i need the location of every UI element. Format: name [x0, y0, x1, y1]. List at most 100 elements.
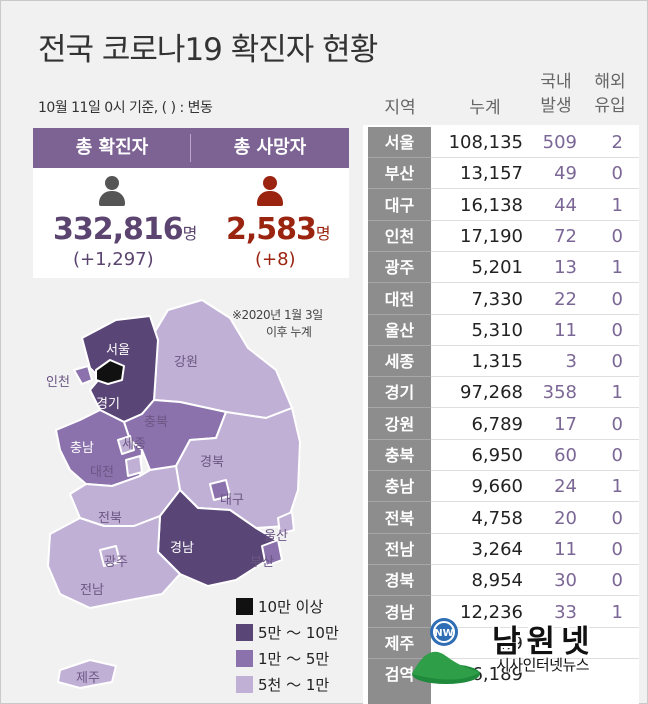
legend-label: 10만 이상	[258, 598, 324, 616]
row-divider	[431, 438, 639, 440]
deaths-change: (+8)	[255, 249, 296, 270]
table-row: 검역 6,189	[363, 659, 639, 690]
map-label-daejeon: 대전	[90, 465, 114, 480]
map-label-gyeonggi: 경기	[96, 397, 120, 412]
logo-tagline: 시사인터넷뉴스	[496, 656, 590, 674]
region-cell: 경기	[384, 383, 415, 403]
region-cell: 세종	[384, 352, 415, 372]
row-divider	[431, 376, 639, 378]
row-divider	[431, 344, 639, 346]
region-seoul	[95, 359, 125, 385]
total-cell: 8,954	[471, 570, 523, 592]
map-label-incheon: 인천	[46, 375, 70, 390]
confirmed-total: 332,816명	[53, 212, 197, 247]
deaths-total: 2,583명	[226, 212, 331, 247]
map-label-chungnam: 충남	[70, 441, 94, 456]
row-divider	[431, 219, 639, 221]
total-cell: 2,9	[494, 632, 523, 654]
row-divider	[431, 470, 639, 471]
total-cell: 13,157	[460, 163, 523, 185]
region-cell: 충남	[384, 477, 415, 497]
row-divider	[431, 563, 639, 565]
overseas-cell: 0	[611, 445, 623, 466]
region-sejong	[117, 435, 135, 455]
domestic-cell: 11	[554, 538, 577, 560]
domestic-cell: 60	[554, 445, 577, 466]
domestic-cell: 20	[554, 507, 577, 529]
region-divider	[368, 563, 431, 565]
region-column	[368, 127, 431, 704]
korea-map: 서울 경기 강원 충북 충남 세종 대전 경북 대구 전북 경남 광주 전남 제…	[46, 299, 301, 689]
overseas-cell: 0	[611, 319, 623, 341]
overseas-cell: 0	[611, 507, 623, 529]
region-divider	[368, 626, 431, 628]
map-label-sejong: 세종	[122, 437, 146, 452]
total-cell: 12,236	[460, 601, 523, 623]
region-divider	[368, 219, 431, 221]
region-divider	[368, 532, 431, 534]
table-row: 서울 108,135 509 2	[363, 127, 639, 158]
region-cell: 전남	[384, 539, 415, 559]
total-cell: 97,268	[460, 382, 523, 404]
person-icon	[97, 176, 127, 210]
table-row: 광주 5,201 13 1	[363, 252, 639, 284]
col-header-region: 지역	[384, 98, 416, 118]
total-cell: 5,201	[471, 257, 523, 279]
domestic-cell: 3	[565, 351, 577, 373]
region-gangwon	[149, 299, 293, 419]
cumulative-note: ※2020년 1월 3일 이후 누계	[232, 308, 323, 339]
row-divider	[431, 626, 639, 628]
map-label-jeonnam: 전남	[80, 583, 104, 598]
region-divider	[368, 188, 431, 190]
table-row: 충북 6,950 60 0	[363, 440, 639, 471]
region-divider	[368, 282, 431, 284]
person-icon	[255, 176, 285, 210]
domestic-cell: 49	[554, 163, 577, 185]
row-divider	[431, 157, 639, 158]
table-row: 강원 6,789 17 0	[363, 409, 639, 440]
table-row: 인천 17,190 72 0	[363, 221, 639, 252]
domestic-cell: 358	[542, 382, 577, 404]
col-header-total: 누계	[469, 98, 501, 118]
region-busan	[261, 539, 283, 567]
region-cell: 인천	[384, 226, 415, 246]
header-divider	[190, 134, 191, 162]
domestic-cell: 72	[554, 225, 577, 247]
region-cell: 서울	[384, 133, 415, 152]
legend-swatch	[236, 598, 253, 615]
map-label-seoul: 서울	[106, 343, 130, 358]
table-row: 울산 5,310 11 0	[363, 315, 639, 346]
map-label-jeju: 제주	[76, 671, 100, 686]
region-divider	[368, 344, 431, 346]
row-divider	[431, 501, 639, 503]
basis-note: 10월 11일 0시 기준, ( ) : 변동	[38, 100, 213, 116]
total-cell: 6,189	[471, 664, 523, 686]
total-cell: 108,135	[448, 132, 523, 153]
region-cell: 경남	[384, 602, 415, 622]
total-cell: 16,138	[460, 194, 523, 216]
page-title: 전국 코로나19 확진자 현황	[38, 32, 378, 68]
table-row: 충남 9,660 24 1	[363, 471, 639, 503]
region-cell: 대구	[384, 195, 415, 215]
domestic-cell: 30	[554, 570, 577, 592]
map-label-daegu: 대구	[220, 493, 244, 508]
col-header-domestic: 국내 발생	[540, 72, 572, 116]
summary-card: 총 확진자 총 사망자 332,816명 (+1,297) 2,583명 (+8…	[33, 128, 349, 278]
summary-header: 총 확진자 총 사망자	[33, 128, 349, 168]
legend-item: 5만 ～ 10만	[236, 620, 356, 642]
region-cell: 전북	[384, 508, 415, 528]
overseas-cell: 1	[611, 194, 623, 216]
svg-text:NW: NW	[434, 628, 453, 639]
region-cell: 광주	[384, 258, 415, 278]
region-jeju	[57, 659, 117, 689]
region-cell: 충북	[384, 446, 415, 465]
table-row: 전북 4,758 20 0	[363, 503, 639, 534]
total-cell: 17,190	[460, 225, 523, 247]
overseas-cell: 0	[611, 288, 623, 310]
logo-name: 남원넷	[492, 624, 596, 660]
region-cell: 대전	[384, 289, 415, 309]
confirmed-label: 총 확진자	[75, 137, 149, 158]
table-row: 전남 3,264 11 0	[363, 534, 639, 565]
region-cell: 제주	[384, 633, 415, 653]
logo-mark-icon: NW	[412, 618, 480, 684]
